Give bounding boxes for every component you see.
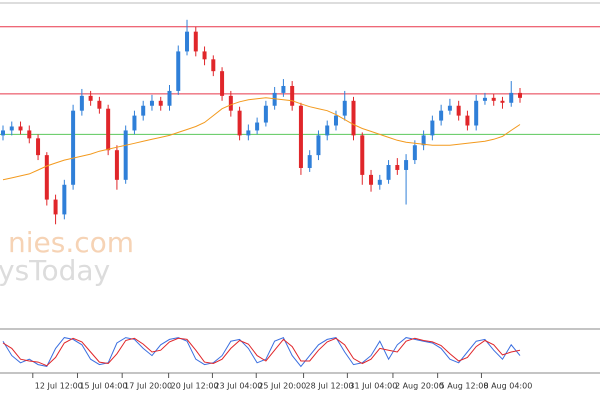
- candle-body: [149, 100, 154, 106]
- candle-body: [447, 105, 452, 111]
- candle-body: [1, 130, 5, 136]
- candle-body: [246, 130, 251, 136]
- candle-body: [395, 165, 400, 170]
- x-tick-label: 2 Aug 20:00: [395, 382, 444, 391]
- candle-body: [456, 105, 461, 116]
- candle-body: [333, 115, 338, 126]
- candle-body: [53, 199, 58, 215]
- candle-body: [106, 108, 111, 151]
- candle-body: [491, 97, 496, 101]
- candle-body: [263, 105, 268, 123]
- x-tick-label: 28 Jul 12:00: [306, 382, 354, 391]
- candle-body: [500, 100, 505, 103]
- candle-body: [369, 174, 374, 185]
- x-tick-label: 8 Aug 04:00: [483, 382, 532, 391]
- x-tick-label: 31 Jul 04:00: [349, 382, 397, 391]
- candle-body: [167, 90, 172, 106]
- candle-body: [44, 155, 49, 200]
- x-tick-label: 20 Jul 12:00: [171, 382, 219, 391]
- candle-body: [9, 126, 14, 131]
- moving-average: [2, 97, 521, 181]
- candle-body: [298, 105, 303, 168]
- x-tick-label: 15 Jul 04:00: [79, 382, 127, 391]
- candle-body: [482, 97, 487, 101]
- candle-body: [404, 160, 409, 170]
- candle-body: [27, 130, 32, 139]
- candle-body: [342, 100, 347, 116]
- candle-body: [412, 145, 417, 161]
- candle-body: [325, 125, 330, 136]
- candle-body: [518, 92, 522, 98]
- candle-body: [114, 150, 119, 180]
- candle-body: [88, 95, 93, 101]
- candle-body: [141, 105, 146, 116]
- candle-body: [79, 95, 84, 111]
- candle-body: [211, 59, 216, 72]
- candle-body: [123, 130, 128, 180]
- x-tick-label: 5 Aug 12:00: [440, 382, 489, 391]
- candle-body: [228, 95, 233, 111]
- candle-body: [220, 71, 225, 96]
- x-tick-label: 12 Jul 12:00: [35, 382, 83, 391]
- x-tick-label: 17 Jul 20:00: [124, 382, 172, 391]
- candle-body: [132, 115, 137, 131]
- oscillator-line: [2, 337, 521, 367]
- candle-body: [97, 100, 102, 109]
- candle-body: [62, 184, 67, 215]
- oscillator-line: [2, 336, 521, 368]
- candle-body: [158, 100, 163, 106]
- candle-body: [474, 100, 479, 126]
- candle-body: [193, 31, 198, 52]
- candle-body: [360, 135, 365, 175]
- candle-body: [176, 51, 181, 91]
- candle-body: [465, 115, 470, 126]
- candle-body: [377, 179, 382, 185]
- candle-body: [18, 126, 23, 131]
- candle-body: [439, 110, 444, 121]
- candle-body: [386, 165, 391, 180]
- x-tick-label: 23 Jul 04:00: [214, 382, 262, 391]
- candle-body: [185, 31, 190, 52]
- watermark: nies.com: [8, 226, 134, 259]
- candle-body: [237, 110, 242, 136]
- candle-body: [36, 138, 41, 156]
- candle-body: [272, 92, 277, 106]
- candle-body: [421, 135, 426, 146]
- candle-body: [509, 92, 514, 103]
- candle-body: [316, 135, 321, 156]
- candle-body: [71, 110, 76, 185]
- watermark: ysToday: [0, 254, 110, 287]
- candle-body: [351, 100, 356, 136]
- candle-body: [290, 85, 295, 106]
- candle-body: [202, 51, 207, 60]
- candle-body: [255, 122, 260, 131]
- candle-body: [281, 85, 286, 93]
- candle-body: [307, 155, 312, 168]
- x-tick-label: 25 Jul 20:00: [258, 382, 306, 391]
- candle-body: [430, 120, 435, 136]
